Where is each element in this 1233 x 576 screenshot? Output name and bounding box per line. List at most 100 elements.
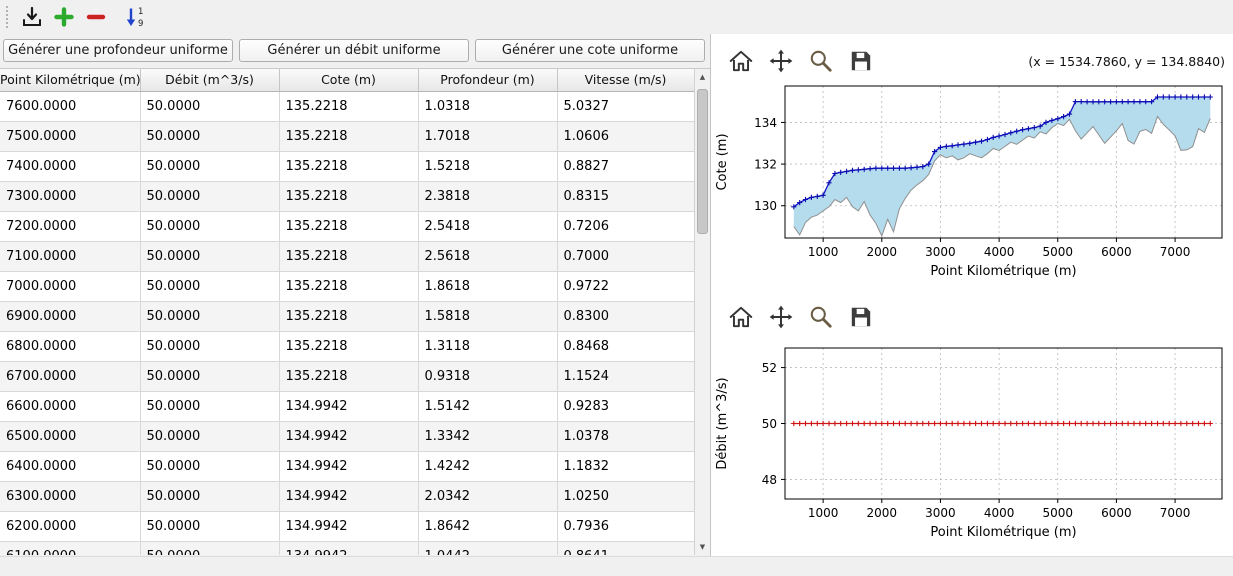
table-cell[interactable]: 1.8618 bbox=[418, 271, 558, 302]
table-row[interactable]: 6700.0000 50.0000 135.2218 0.9318 1.1524 bbox=[0, 361, 695, 392]
table-cell[interactable]: 2.5418 bbox=[418, 211, 558, 242]
table-cell[interactable]: 50.0000 bbox=[140, 121, 280, 152]
table-cell[interactable]: 7400.0000 bbox=[0, 151, 141, 182]
table-cell[interactable]: 7100.0000 bbox=[0, 241, 141, 272]
table-row[interactable]: 6300.0000 50.0000 134.9942 2.0342 1.0250 bbox=[0, 481, 695, 512]
table-row[interactable]: 7400.0000 50.0000 135.2218 1.5218 0.8827 bbox=[0, 151, 695, 182]
table-cell[interactable]: 134.9942 bbox=[279, 421, 419, 452]
table-cell[interactable]: 1.3342 bbox=[418, 421, 558, 452]
cote-zoom-button[interactable] bbox=[805, 46, 837, 76]
table-cell[interactable]: 134.9942 bbox=[279, 541, 419, 555]
table-cell[interactable]: 50.0000 bbox=[140, 361, 280, 392]
table-cell[interactable]: 1.1832 bbox=[557, 451, 695, 482]
table-cell[interactable]: 50.0000 bbox=[140, 301, 280, 332]
table-row[interactable]: 6400.0000 50.0000 134.9942 1.4242 1.1832 bbox=[0, 451, 695, 482]
table-cell[interactable]: 50.0000 bbox=[140, 391, 280, 422]
table-row[interactable]: 6800.0000 50.0000 135.2218 1.3118 0.8468 bbox=[0, 331, 695, 362]
table-cell[interactable]: 135.2218 bbox=[279, 121, 419, 152]
scrollbar-down-arrow[interactable]: ▼ bbox=[699, 543, 706, 551]
table-cell[interactable]: 2.5618 bbox=[418, 241, 558, 272]
table-cell[interactable]: 135.2218 bbox=[279, 151, 419, 182]
col-header-pk[interactable]: Point Kilométrique (m) bbox=[0, 69, 141, 92]
table-row[interactable]: 6900.0000 50.0000 135.2218 1.5818 0.8300 bbox=[0, 301, 695, 332]
table-row[interactable]: 6500.0000 50.0000 134.9942 1.3342 1.0378 bbox=[0, 421, 695, 452]
table-cell[interactable]: 50.0000 bbox=[140, 211, 280, 242]
table-cell[interactable]: 6800.0000 bbox=[0, 331, 141, 362]
col-header-profondeur[interactable]: Profondeur (m) bbox=[418, 69, 558, 92]
table-cell[interactable]: 0.8468 bbox=[557, 331, 695, 362]
table-cell[interactable]: 6300.0000 bbox=[0, 481, 141, 512]
table-cell[interactable]: 50.0000 bbox=[140, 331, 280, 362]
table-cell[interactable]: 1.0378 bbox=[557, 421, 695, 452]
table-cell[interactable]: 135.2218 bbox=[279, 211, 419, 242]
scrollbar-thumb[interactable] bbox=[697, 89, 708, 234]
table-cell[interactable]: 134.9942 bbox=[279, 481, 419, 512]
table-cell[interactable]: 6700.0000 bbox=[0, 361, 141, 392]
debit-plot-canvas[interactable]: 1000 2000 3000 4000 5000 6000 7000 48 50 52 Point … bbox=[711, 336, 1230, 549]
table-cell[interactable]: 2.3818 bbox=[418, 181, 558, 212]
table-cell[interactable]: 6400.0000 bbox=[0, 451, 141, 482]
table-cell[interactable]: 1.0442 bbox=[418, 541, 558, 555]
table-cell[interactable]: 0.9283 bbox=[557, 391, 695, 422]
table-cell[interactable]: 50.0000 bbox=[140, 421, 280, 452]
cote-pan-button[interactable] bbox=[765, 46, 797, 76]
table-cell[interactable]: 134.9942 bbox=[279, 451, 419, 482]
sort-button[interactable]: 1 9 bbox=[120, 3, 148, 31]
table-row[interactable]: 7100.0000 50.0000 135.2218 2.5618 0.7000 bbox=[0, 241, 695, 272]
table-row[interactable]: 7600.0000 50.0000 135.2218 1.0318 5.0327 bbox=[0, 91, 695, 122]
generate-uniform-level-button[interactable]: Générer une cote uniforme bbox=[475, 39, 705, 62]
table-cell[interactable]: 7000.0000 bbox=[0, 271, 141, 302]
table-cell[interactable]: 7500.0000 bbox=[0, 121, 141, 152]
cote-home-button[interactable] bbox=[725, 46, 757, 76]
toolbar-grip[interactable] bbox=[6, 6, 12, 28]
table-cell[interactable]: 50.0000 bbox=[140, 451, 280, 482]
table-cell[interactable]: 135.2218 bbox=[279, 271, 419, 302]
table-cell[interactable]: 50.0000 bbox=[140, 241, 280, 272]
table-cell[interactable]: 6500.0000 bbox=[0, 421, 141, 452]
table-cell[interactable]: 135.2218 bbox=[279, 331, 419, 362]
table-cell[interactable]: 134.9942 bbox=[279, 391, 419, 422]
table-cell[interactable]: 1.5218 bbox=[418, 151, 558, 182]
debit-save-button[interactable] bbox=[845, 302, 877, 332]
table-cell[interactable]: 1.0250 bbox=[557, 481, 695, 512]
table-cell[interactable]: 0.9318 bbox=[418, 361, 558, 392]
table-cell[interactable]: 1.0318 bbox=[418, 91, 558, 122]
table-cell[interactable]: 135.2218 bbox=[279, 301, 419, 332]
table-cell[interactable]: 6900.0000 bbox=[0, 301, 141, 332]
table-row[interactable]: 7500.0000 50.0000 135.2218 1.7018 1.0606 bbox=[0, 121, 695, 152]
table-row[interactable]: 7200.0000 50.0000 135.2218 2.5418 0.7206 bbox=[0, 211, 695, 242]
table-row[interactable]: 7000.0000 50.0000 135.2218 1.8618 0.9722 bbox=[0, 271, 695, 302]
table-cell[interactable]: 6600.0000 bbox=[0, 391, 141, 422]
table-cell[interactable]: 6200.0000 bbox=[0, 511, 141, 542]
table-cell[interactable]: 0.8827 bbox=[557, 151, 695, 182]
table-cell[interactable]: 0.7206 bbox=[557, 211, 695, 242]
col-header-vitesse[interactable]: Vitesse (m/s) bbox=[557, 69, 695, 92]
generate-uniform-flow-button[interactable]: Générer un débit uniforme bbox=[239, 39, 469, 62]
table-cell[interactable]: 50.0000 bbox=[140, 511, 280, 542]
table-cell[interactable]: 0.9722 bbox=[557, 271, 695, 302]
table-cell[interactable]: 135.2218 bbox=[279, 181, 419, 212]
table-cell[interactable]: 0.7936 bbox=[557, 511, 695, 542]
debit-home-button[interactable] bbox=[725, 302, 757, 332]
remove-row-button[interactable] bbox=[82, 3, 110, 31]
table-cell[interactable]: 1.5818 bbox=[418, 301, 558, 332]
cote-save-button[interactable] bbox=[845, 46, 877, 76]
table-cell[interactable]: 0.8300 bbox=[557, 301, 695, 332]
table-cell[interactable]: 50.0000 bbox=[140, 151, 280, 182]
table-cell[interactable]: 50.0000 bbox=[140, 181, 280, 212]
table-cell[interactable]: 50.0000 bbox=[140, 271, 280, 302]
table-row[interactable]: 6200.0000 50.0000 134.9942 1.8642 0.7936 bbox=[0, 511, 695, 542]
table-cell[interactable]: 7600.0000 bbox=[0, 91, 141, 122]
table-cell[interactable]: 50.0000 bbox=[140, 481, 280, 512]
table-cell[interactable]: 50.0000 bbox=[140, 91, 280, 122]
table-cell[interactable]: 135.2218 bbox=[279, 361, 419, 392]
table-cell[interactable]: 0.7000 bbox=[557, 241, 695, 272]
table-cell[interactable]: 2.0342 bbox=[418, 481, 558, 512]
table-cell[interactable]: 1.1524 bbox=[557, 361, 695, 392]
table-cell[interactable]: 1.4242 bbox=[418, 451, 558, 482]
table-cell[interactable]: 7300.0000 bbox=[0, 181, 141, 212]
table-cell[interactable]: 50.0000 bbox=[140, 541, 280, 555]
scrollbar-up-arrow[interactable]: ▲ bbox=[699, 73, 706, 81]
table-cell[interactable]: 1.5142 bbox=[418, 391, 558, 422]
